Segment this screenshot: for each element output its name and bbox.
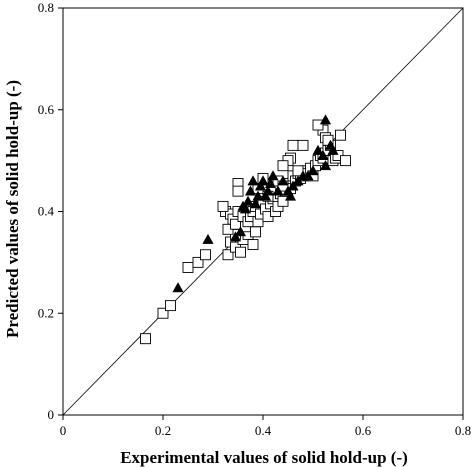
data-point-triangle	[307, 165, 319, 176]
data-point-square	[140, 333, 151, 345]
data-point-triangle	[302, 170, 314, 181]
data-point-square	[340, 155, 351, 167]
data-point-square	[335, 129, 346, 141]
data-point-triangle	[272, 185, 284, 196]
data-point-triangle	[277, 175, 289, 186]
data-point-triangle	[262, 185, 274, 196]
data-point-triangle	[267, 170, 279, 181]
data-point-triangle	[247, 175, 259, 186]
ticks-layer: 0 0.2 0.4 0.6 0.8 0 0.2 0.4 0.6 0.8	[38, 0, 471, 438]
y-tick-label: 0.6	[38, 102, 55, 117]
data-point-square	[235, 246, 246, 258]
data-point-square	[165, 300, 176, 312]
data-point-triangle	[242, 195, 254, 206]
data-point-triangle	[319, 114, 332, 125]
data-point-triangle	[264, 177, 277, 188]
data-point-triangle	[249, 198, 262, 209]
data-point-triangle	[312, 144, 324, 155]
data-point-triangle	[252, 190, 264, 201]
x-tick-label: 0	[60, 423, 67, 438]
y-tick-label: 0.4	[38, 204, 55, 219]
data-point-square	[250, 226, 261, 238]
data-point-triangle	[317, 149, 329, 160]
data-point-triangle	[254, 180, 267, 191]
data-point-triangle	[229, 231, 242, 242]
data-point-square	[217, 200, 229, 212]
data-point-triangle	[244, 185, 257, 196]
data-point-square	[287, 139, 299, 151]
x-tick-label: 0.6	[355, 423, 372, 438]
data-point-square	[247, 239, 259, 251]
data-point-triangle	[234, 226, 247, 237]
x-tick-label: 0.8	[455, 423, 471, 438]
data-point-square	[297, 139, 309, 151]
y-axis-title: Predicted values of solid hold-up (-)	[3, 80, 22, 338]
x-axis-title: Experimental values of solid hold-up (-)	[120, 448, 408, 467]
data-point-square	[192, 256, 204, 268]
data-point-triangle	[239, 203, 252, 214]
y-tick-label: 0.8	[38, 0, 54, 15]
data-point-triangle	[257, 175, 269, 186]
data-point-triangle	[284, 190, 297, 201]
y-tick-label: 0.2	[38, 305, 54, 320]
data-point-square	[182, 262, 194, 273]
data-point-triangle	[259, 190, 272, 201]
data-point-triangle	[172, 282, 184, 293]
x-tick-label: 0.4	[255, 423, 272, 438]
data-point-square	[312, 119, 324, 131]
y-tick-label: 0	[48, 407, 55, 422]
data-point-triangle	[292, 175, 304, 186]
data-point-triangle	[319, 159, 332, 171]
data-point-square	[157, 307, 169, 319]
data-point-triangle	[287, 180, 299, 191]
data-point-triangle	[202, 233, 214, 244]
data-point-square	[232, 185, 244, 197]
x-tick-label: 0.2	[155, 423, 171, 438]
data-point-square	[277, 160, 289, 172]
data-point-square	[200, 249, 211, 261]
data-point-square	[222, 249, 234, 261]
data-point-triangle	[327, 144, 339, 155]
points-layer	[140, 114, 351, 345]
